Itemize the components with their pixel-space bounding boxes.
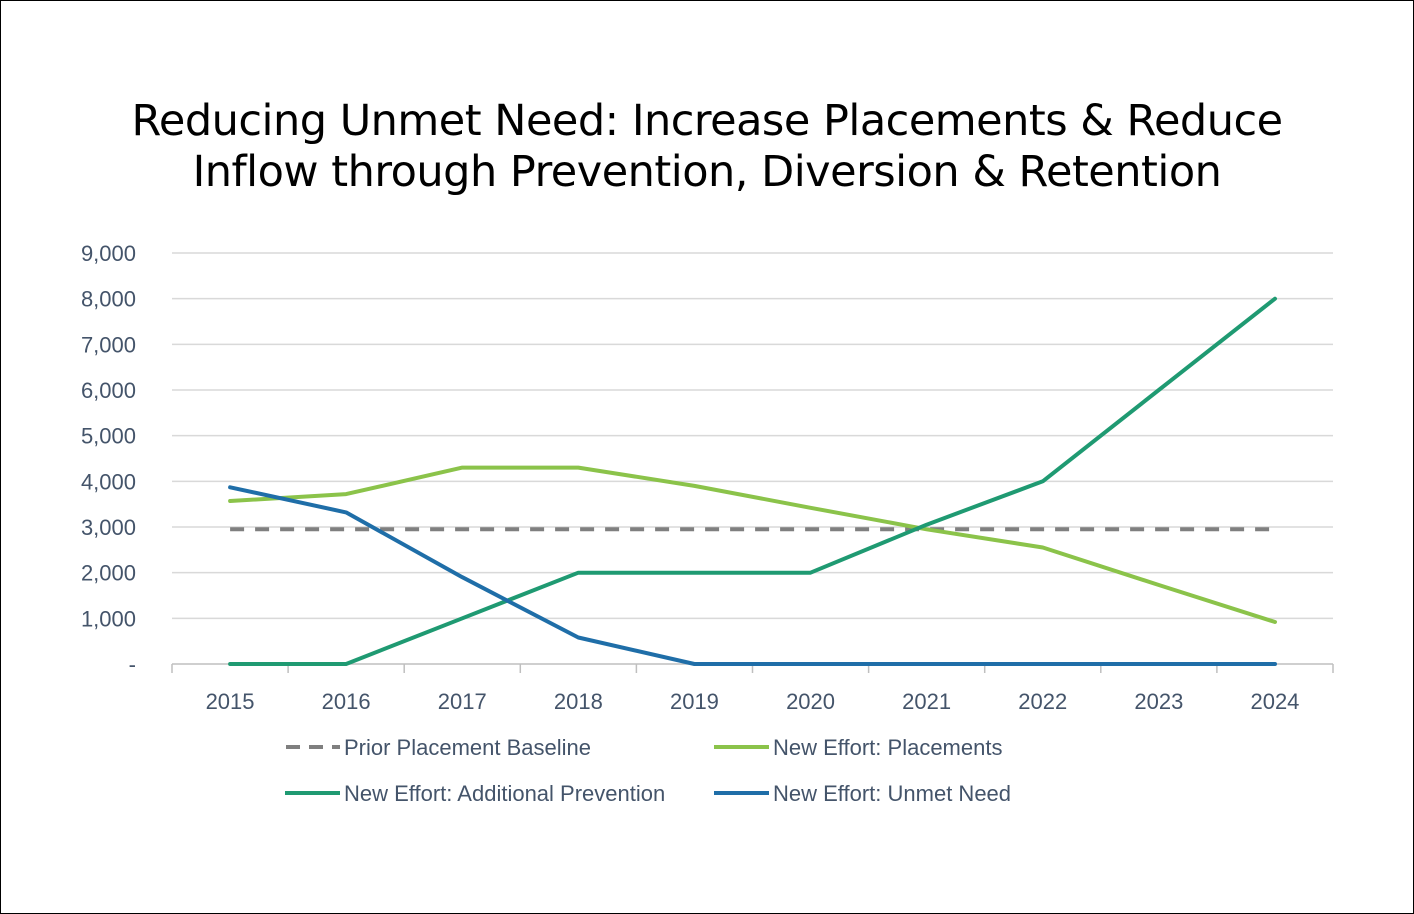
y-tick-label: 6,000 — [81, 378, 136, 403]
legend-item: New Effort: Additional Prevention — [285, 781, 665, 806]
x-tick-label: 2020 — [786, 689, 835, 714]
x-tick-label: 2021 — [902, 689, 951, 714]
y-tick-label: 9,000 — [81, 241, 136, 266]
y-tick-label: 4,000 — [81, 469, 136, 494]
y-axis-tick-labels: - 1,000 2,000 3,000 4,000 5,000 6,000 7,000 8,00… — [81, 241, 136, 677]
gridlines — [172, 252, 1333, 620]
legend: Prior Placement Baseline New Effort: Plac… — [285, 735, 1011, 806]
series-lines — [228, 296, 1277, 666]
x-tick-label: 2023 — [1134, 689, 1183, 714]
x-tick-label: 2015 — [206, 689, 255, 714]
legend-label: New Effort: Unmet Need — [773, 781, 1011, 806]
legend-label: New Effort: Additional Prevention — [344, 781, 665, 806]
y-tick-label: 1,000 — [81, 606, 136, 631]
x-tick-label: 2017 — [438, 689, 487, 714]
legend-item: New Effort: Placements — [714, 735, 1002, 760]
y-tick-label: 3,000 — [81, 515, 136, 540]
x-tick-label: 2022 — [1018, 689, 1067, 714]
legend-label: Prior Placement Baseline — [344, 735, 591, 760]
y-tick-label: 7,000 — [81, 332, 136, 357]
chart-title-line-2: Inflow through Prevention, Diversion & R… — [192, 147, 1222, 197]
y-tick-label: 2,000 — [81, 561, 136, 586]
x-tick-label: 2018 — [554, 689, 603, 714]
x-axis-tick-labels: 2015 2016 2017 2018 2019 2020 2021 2022 2023 2024 — [206, 689, 1300, 714]
x-tick-label: 2019 — [670, 689, 719, 714]
legend-item: Prior Placement Baseline — [286, 735, 591, 760]
legend-label: New Effort: Placements — [773, 735, 1002, 760]
series-line-2 — [228, 465, 1277, 624]
series-line-3 — [228, 296, 1277, 666]
chart-title: Reducing Unmet Need: Increase Placements… — [0, 96, 1414, 198]
x-tick-label: 2016 — [322, 689, 371, 714]
y-tick-label: 5,000 — [81, 424, 136, 449]
y-tick-label: - — [129, 652, 136, 677]
x-tick-label: 2024 — [1250, 689, 1299, 714]
chart-title-line-1: Reducing Unmet Need: Increase Placements… — [131, 96, 1283, 146]
legend-item: New Effort: Unmet Need — [714, 781, 1011, 806]
series-line-4 — [228, 485, 1277, 666]
y-tick-label: 8,000 — [81, 287, 136, 312]
